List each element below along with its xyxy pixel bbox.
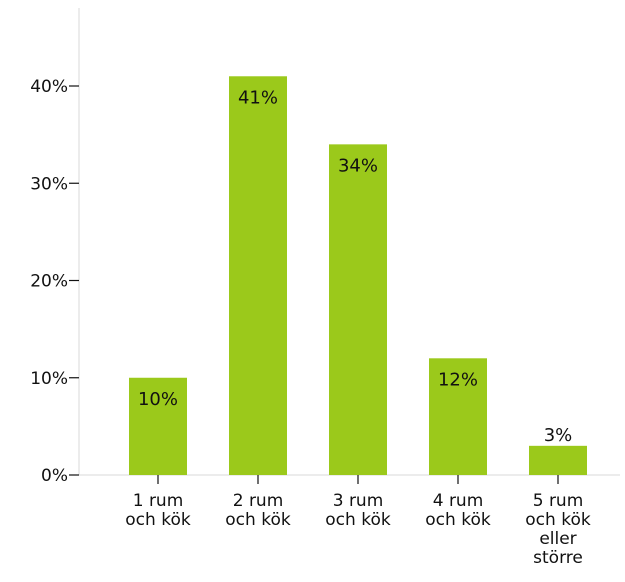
y-tick-label: 40%: [30, 77, 68, 97]
x-tick-label: 4 rum och kök: [425, 491, 491, 530]
bar: [129, 377, 187, 475]
y-tick-label: 0%: [41, 466, 68, 486]
x-tick-label: 5 rum och kök eller större: [525, 491, 591, 568]
bar: [329, 144, 387, 475]
bar: [529, 445, 587, 475]
data-label: 3%: [544, 425, 573, 446]
data-label: 34%: [338, 155, 378, 176]
x-axis: 1 rum och kök 2 rum och kök 3 rum och kök 4 ru…: [79, 474, 620, 568]
y-tick-label: 20%: [30, 272, 68, 292]
x-tick-label: 1 rum och kök: [125, 491, 191, 530]
bar: [229, 76, 287, 476]
data-label: 10%: [138, 389, 178, 410]
y-tick-label: 30%: [30, 174, 68, 194]
bars: [129, 76, 587, 476]
x-tick-label: 3 rum och kök: [325, 491, 391, 530]
bar: [429, 358, 487, 475]
data-labels: 10% 41% 34% 12% 3%: [138, 87, 572, 446]
y-axis: 0% 10% 20% 30% 40%: [30, 8, 80, 486]
data-label: 12%: [438, 369, 478, 390]
y-tick-label: 10%: [30, 369, 68, 389]
data-label: 41%: [238, 87, 278, 108]
x-tick-label: 2 rum och kök: [225, 491, 291, 530]
